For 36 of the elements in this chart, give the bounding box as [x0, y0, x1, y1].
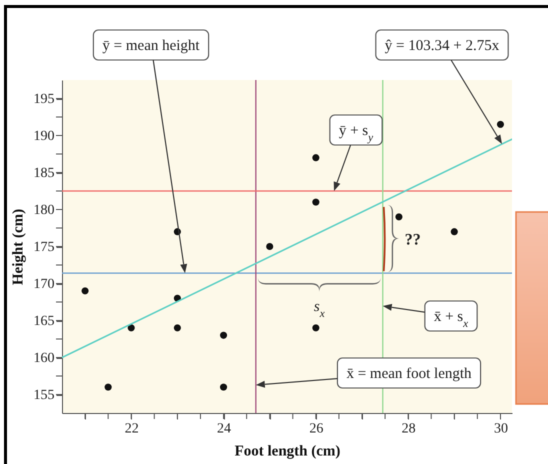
point — [312, 154, 320, 162]
y-tick-label: 190 — [34, 129, 54, 144]
x-tick-label: 24 — [217, 422, 232, 436]
x-tick-label: 30 — [494, 422, 508, 436]
x-axis-title: Foot length (cm) — [234, 444, 340, 460]
y-tick-label: 170 — [34, 277, 54, 292]
ref-line-label: x̄ + s$_{x}$ — [434, 309, 468, 330]
point — [395, 213, 402, 220]
annotation: ?? — [404, 232, 421, 249]
point — [174, 324, 181, 332]
x-tick-label: 26 — [309, 422, 324, 436]
y-tick-label: 155 — [34, 388, 54, 403]
point — [450, 228, 458, 236]
ref-line-label: x̄ = mean foot length — [346, 366, 472, 382]
y-axis-title: Height (cm) — [10, 208, 26, 286]
point — [128, 324, 135, 332]
point — [312, 198, 320, 206]
point — [82, 287, 89, 294]
point — [266, 242, 274, 250]
point — [104, 384, 112, 391]
text: ŷ = 103.34 + 2.75x — [384, 38, 500, 54]
point — [220, 332, 228, 339]
y-tick-label: 195 — [34, 92, 54, 107]
y-tick-label: 185 — [34, 166, 54, 181]
point — [312, 324, 320, 332]
ref-line-label: ȳ + s$_{y}$ — [338, 123, 374, 144]
y-tick-label: 180 — [34, 203, 54, 218]
annotation: s$_{x}$ — [314, 299, 325, 320]
y-tick-label: 175 — [34, 240, 54, 255]
x-tick-label: 28 — [402, 422, 416, 436]
x-tick-label: 22 — [124, 422, 139, 436]
y-tick-label: 165 — [34, 314, 54, 329]
point — [496, 120, 504, 128]
ref-line-label: ȳ = mean height — [102, 38, 200, 54]
point — [220, 384, 228, 391]
y-tick-label: 160 — [34, 351, 54, 366]
